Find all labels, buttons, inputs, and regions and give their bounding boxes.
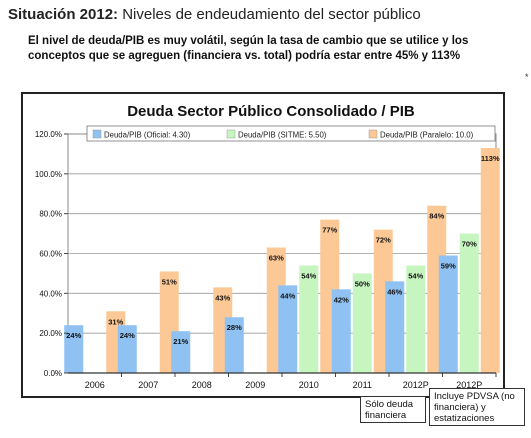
y-tick-label: 40.0% — [39, 289, 62, 298]
data-label: 54% — [301, 271, 316, 280]
data-label: 24% — [120, 331, 135, 340]
legend-swatch — [368, 129, 378, 139]
bar-layer: 24% 31% 24% 51% 21% 43% 28% 63% 44% 54% 77% 42% 50% 7… — [64, 147, 500, 373]
x-tick-label: 2009 — [245, 380, 265, 390]
data-label: 28% — [227, 323, 242, 332]
bar — [459, 233, 479, 373]
y-tick-label: 60.0% — [39, 250, 62, 259]
x-tick-label: 2010 — [299, 380, 319, 390]
note-incluye-pdvsa: Incluye PDVSA (no financiera) y estatiza… — [429, 388, 525, 426]
data-label: 72% — [376, 236, 391, 245]
x-tick-label: 2011 — [353, 380, 372, 390]
data-label: 21% — [173, 337, 188, 346]
chart-frame: Deuda Sector Público Consolidado / PIB 2… — [21, 92, 505, 398]
side-mark: * — [525, 72, 529, 82]
x-tick-label: 2012P — [456, 380, 482, 390]
legend-swatch — [92, 129, 102, 139]
x-tick-label: 2007 — [138, 380, 158, 390]
legend: Deuda/PIB (Oficial: 4.30) Deuda/PIB (SITM… — [86, 125, 496, 142]
data-label: 51% — [162, 277, 177, 286]
legend-label: Deuda/PIB (SITME: 5.50) — [238, 131, 327, 140]
legend-label: Deuda/PIB (Paralelo: 10.0) — [380, 131, 474, 140]
y-tick-label: 20.0% — [39, 329, 62, 338]
data-label: 113% — [481, 154, 500, 163]
legend-swatch — [226, 129, 236, 139]
x-tick-label: 2008 — [192, 380, 212, 390]
bar — [171, 331, 191, 373]
x-tick-label: 2006 — [85, 380, 105, 390]
x-tick-label: 2012P — [403, 380, 429, 390]
bar — [406, 265, 426, 373]
bar — [352, 273, 372, 373]
bar — [224, 317, 244, 373]
data-label: 50% — [355, 279, 370, 288]
data-label: 46% — [387, 287, 402, 296]
intro-text: El nivel de deuda/PIB es muy volátil, se… — [28, 35, 469, 62]
bar — [278, 285, 298, 373]
bar — [385, 281, 405, 373]
chart-title: Deuda Sector Público Consolidado / PIB — [127, 103, 415, 120]
data-label: 59% — [441, 261, 456, 270]
bar — [117, 325, 137, 373]
slide-title: Situación 2012: Niveles de endeudamiento… — [8, 6, 421, 23]
data-label: 63% — [269, 254, 284, 263]
data-label: 43% — [215, 293, 230, 302]
data-label: 84% — [429, 212, 444, 221]
y-tick-label: 0.0% — [44, 369, 62, 378]
data-label: 24% — [66, 331, 81, 340]
axis-layer: 0.0% 20.0% 40.0% 60.0% 80.0% 100.0% 120.0% 2006… — [35, 130, 497, 390]
slide-title-rest: Niveles de endeudamiento del sector públ… — [122, 6, 421, 23]
legend-box — [86, 125, 496, 142]
debt-chart: Deuda Sector Público Consolidado / PIB 2… — [35, 103, 500, 390]
bar — [438, 255, 458, 373]
y-tick-label: 120.0% — [35, 130, 62, 139]
data-label: 77% — [322, 226, 337, 235]
data-label: 54% — [408, 271, 423, 280]
data-label: 70% — [462, 240, 477, 249]
data-label: 44% — [280, 291, 295, 300]
bar — [331, 289, 351, 373]
note-solo-deuda: Sólo deuda financiera — [360, 396, 426, 423]
y-tick-label: 80.0% — [39, 210, 62, 219]
bar — [64, 325, 84, 373]
data-label: 31% — [108, 317, 123, 326]
data-label: 42% — [334, 295, 349, 304]
slide-title-bold: Situación 2012: — [8, 6, 119, 23]
y-tick-label: 100.0% — [35, 170, 62, 179]
bar — [299, 265, 319, 373]
bar — [480, 147, 500, 373]
legend-label: Deuda/PIB (Oficial: 4.30) — [104, 131, 191, 140]
